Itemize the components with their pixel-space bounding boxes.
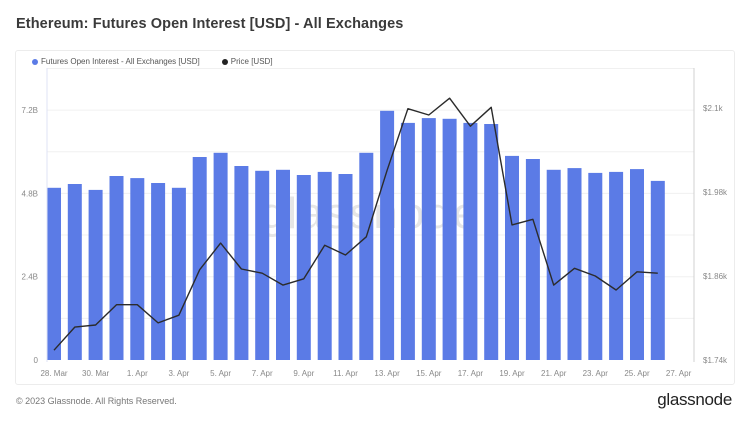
open-interest-bar[interactable] bbox=[338, 174, 353, 360]
left-axis-tick: 4.8B bbox=[22, 189, 38, 198]
right-axis-labels: $1.74k $1.86k $1.98k $2.1k bbox=[703, 104, 728, 365]
legend-dot-open-interest-icon bbox=[32, 58, 38, 65]
x-axis-tick: 30. Mar bbox=[82, 369, 109, 378]
open-interest-bar[interactable] bbox=[463, 122, 478, 361]
right-axis-tick: $2.1k bbox=[703, 104, 724, 113]
open-interest-bar[interactable] bbox=[67, 184, 82, 360]
open-interest-bar[interactable] bbox=[213, 152, 228, 360]
open-interest-bar[interactable] bbox=[380, 110, 395, 360]
chart-title: Ethereum: Futures Open Interest [USD] - … bbox=[16, 16, 404, 32]
right-axis-tick: $1.98k bbox=[703, 188, 728, 197]
price-line bbox=[53, 97, 658, 351]
legend-item-open-interest[interactable]: Futures Open Interest - All Exchanges [U… bbox=[32, 57, 200, 66]
x-axis-tick: 17. Apr bbox=[458, 369, 484, 378]
open-interest-bar[interactable] bbox=[109, 176, 124, 360]
open-interest-bar[interactable] bbox=[546, 169, 561, 360]
open-interest-bar[interactable] bbox=[296, 175, 311, 360]
open-interest-bar[interactable] bbox=[130, 178, 145, 360]
x-axis-tick: 23. Apr bbox=[583, 369, 609, 378]
legend-label-price: Price [USD] bbox=[230, 57, 273, 66]
chart-legend: Futures Open Interest - All Exchanges [U… bbox=[32, 57, 273, 66]
open-interest-bar[interactable] bbox=[400, 122, 415, 361]
x-axis-tick: 3. Apr bbox=[168, 369, 189, 378]
glassnode-logo: glassnode bbox=[657, 390, 732, 409]
open-interest-bar[interactable] bbox=[88, 189, 103, 360]
legend-label-open-interest: Futures Open Interest - All Exchanges [U… bbox=[41, 57, 200, 66]
x-axis-tick: 27. Apr bbox=[666, 369, 692, 378]
x-axis-tick: 19. Apr bbox=[499, 369, 525, 378]
open-interest-bar[interactable] bbox=[276, 169, 290, 360]
left-axis-tick: 0 bbox=[34, 356, 39, 365]
x-axis-tick: 28. Mar bbox=[40, 369, 67, 378]
open-interest-bar[interactable] bbox=[484, 124, 499, 360]
open-interest-bar[interactable] bbox=[421, 118, 436, 360]
copyright-text: © 2023 Glassnode. All Rights Reserved. bbox=[16, 396, 177, 406]
open-interest-bar[interactable] bbox=[151, 183, 166, 360]
left-axis-labels: 0 2.4B 4.8B 7.2B bbox=[22, 106, 39, 365]
legend-item-price[interactable]: Price [USD] bbox=[221, 57, 273, 66]
x-axis-tick: 7. Apr bbox=[252, 369, 273, 378]
right-axis-tick: $1.86k bbox=[703, 272, 728, 281]
right-axis-tick: $1.74k bbox=[703, 356, 728, 365]
x-axis-tick: 15. Apr bbox=[416, 369, 442, 378]
open-interest-bar[interactable] bbox=[234, 166, 249, 360]
x-axis-labels: 28. Mar 30. Mar 1. Apr 3. Apr 5. Apr 7. Apr 9.… bbox=[40, 369, 691, 378]
legend-dot-price-icon bbox=[221, 58, 228, 65]
open-interest-bar[interactable] bbox=[650, 180, 665, 360]
open-interest-bar[interactable] bbox=[567, 168, 582, 360]
open-interest-bar[interactable] bbox=[609, 171, 624, 360]
open-interest-bar[interactable] bbox=[359, 152, 374, 360]
open-interest-bar[interactable] bbox=[47, 187, 61, 360]
x-axis-tick: 13. Apr bbox=[374, 369, 400, 378]
left-axis-tick: 7.2B bbox=[22, 106, 38, 115]
x-axis-tick: 1. Apr bbox=[127, 369, 148, 378]
open-interest-bar[interactable] bbox=[317, 171, 332, 360]
x-axis-tick: 21. Apr bbox=[541, 369, 567, 378]
open-interest-bars bbox=[47, 110, 665, 361]
open-interest-bar[interactable] bbox=[171, 187, 186, 360]
open-interest-bar[interactable] bbox=[525, 159, 540, 360]
x-axis-tick: 9. Apr bbox=[293, 369, 314, 378]
open-interest-bar[interactable] bbox=[255, 170, 270, 360]
x-axis-tick: 11. Apr bbox=[333, 369, 358, 378]
open-interest-bar[interactable] bbox=[630, 169, 644, 360]
x-axis-tick: 25. Apr bbox=[624, 369, 650, 378]
open-interest-bar[interactable] bbox=[442, 118, 457, 360]
open-interest-bar[interactable] bbox=[505, 155, 519, 360]
open-interest-bar[interactable] bbox=[588, 172, 603, 360]
x-axis-tick: 5. Apr bbox=[210, 369, 231, 378]
open-interest-bar[interactable] bbox=[192, 157, 207, 360]
left-axis-tick: 2.4B bbox=[22, 273, 38, 282]
